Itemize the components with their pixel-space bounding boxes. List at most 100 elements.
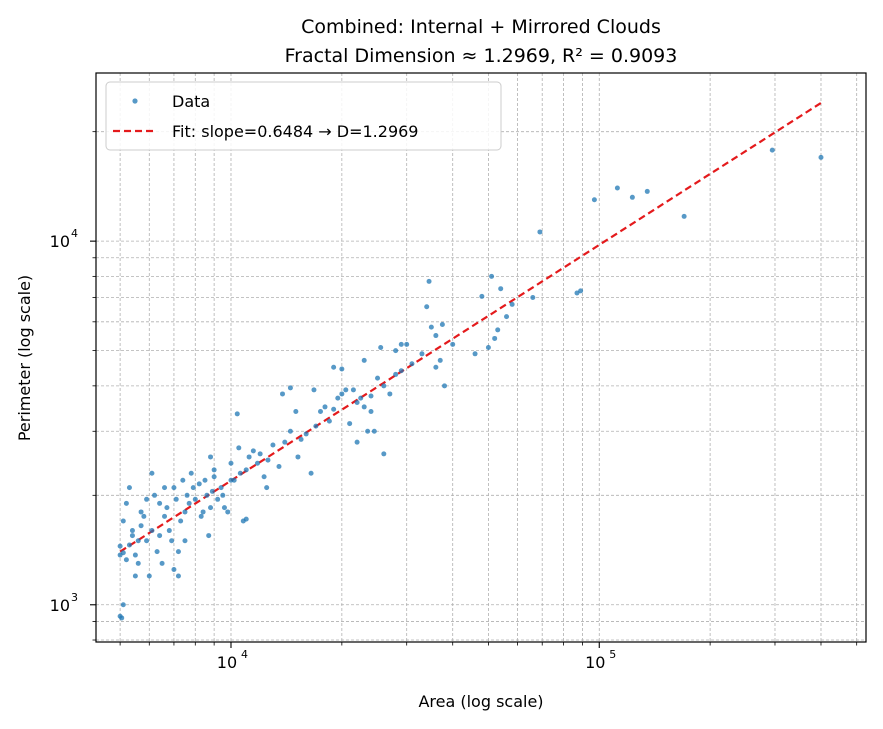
data-point bbox=[149, 470, 155, 476]
data-point bbox=[818, 154, 824, 160]
data-point bbox=[339, 391, 345, 397]
data-point bbox=[530, 294, 536, 300]
data-point bbox=[629, 194, 635, 200]
data-point bbox=[202, 477, 208, 483]
data-point bbox=[287, 385, 293, 391]
data-point bbox=[188, 470, 194, 476]
data-point bbox=[144, 496, 150, 502]
data-point bbox=[492, 335, 498, 341]
data-point bbox=[308, 470, 314, 476]
data-point bbox=[303, 431, 309, 437]
data-point bbox=[381, 451, 387, 457]
data-point bbox=[135, 538, 141, 544]
grid-lines bbox=[96, 73, 866, 642]
data-point bbox=[157, 533, 163, 539]
y-axis-label: Perimeter (log scale) bbox=[15, 275, 34, 441]
data-point bbox=[264, 485, 270, 491]
data-point bbox=[220, 492, 226, 498]
data-point bbox=[190, 485, 196, 491]
data-point bbox=[162, 485, 168, 491]
data-point bbox=[162, 513, 168, 519]
data-point bbox=[228, 460, 234, 466]
data-point bbox=[204, 492, 210, 498]
data-point bbox=[614, 185, 620, 191]
data-point bbox=[180, 477, 186, 483]
data-point bbox=[215, 496, 221, 502]
data-point bbox=[339, 366, 345, 372]
data-point bbox=[138, 523, 144, 529]
data-point bbox=[681, 213, 687, 219]
data-point bbox=[135, 560, 141, 566]
data-point bbox=[218, 485, 224, 491]
data-point bbox=[450, 341, 456, 347]
data-point bbox=[211, 467, 217, 473]
chart-title-line2: Fractal Dimension ≈ 1.2969, R² = 0.9093 bbox=[285, 45, 678, 67]
data-point bbox=[237, 470, 243, 476]
data-point bbox=[234, 411, 240, 417]
data-point bbox=[343, 387, 349, 393]
data-point bbox=[129, 533, 135, 539]
legend-fit-label: Fit: slope=0.6484 → D=1.2969 bbox=[172, 122, 418, 141]
axis-ticks: 10 4 10 510 310 4 bbox=[50, 131, 858, 672]
data-point bbox=[208, 454, 214, 460]
legend-box bbox=[105, 81, 502, 151]
x-axis-label: Area (log scale) bbox=[418, 692, 543, 711]
y-tick-label: 10 bbox=[50, 232, 70, 251]
data-point bbox=[354, 399, 360, 405]
plot-area-frame bbox=[95, 72, 867, 643]
data-point bbox=[208, 505, 214, 511]
fit-line-layer bbox=[119, 102, 822, 553]
data-point bbox=[184, 492, 190, 498]
data-point bbox=[298, 436, 304, 442]
data-point bbox=[439, 321, 445, 327]
data-point bbox=[347, 421, 353, 427]
data-point bbox=[138, 509, 144, 515]
data-point bbox=[331, 364, 337, 370]
data-point bbox=[387, 391, 393, 397]
data-point bbox=[141, 513, 147, 519]
data-points bbox=[117, 147, 824, 621]
data-point bbox=[254, 460, 260, 466]
data-point bbox=[591, 197, 597, 203]
x-tick-label: 10 bbox=[585, 653, 605, 672]
data-point bbox=[368, 393, 374, 399]
data-point bbox=[644, 188, 650, 194]
data-point bbox=[257, 451, 263, 457]
data-point bbox=[398, 341, 404, 347]
data-point bbox=[280, 391, 286, 397]
data-point bbox=[206, 533, 212, 539]
data-point bbox=[578, 288, 584, 294]
data-point bbox=[368, 409, 374, 415]
data-point bbox=[171, 485, 177, 491]
data-point bbox=[442, 383, 448, 389]
fit-line bbox=[119, 102, 822, 553]
data-point bbox=[246, 454, 252, 460]
data-point bbox=[287, 428, 293, 434]
data-point bbox=[350, 387, 356, 393]
data-point bbox=[509, 301, 515, 307]
data-point bbox=[361, 404, 367, 410]
y-tick-label: 10 bbox=[50, 596, 70, 615]
data-point bbox=[209, 488, 215, 494]
data-point bbox=[169, 538, 175, 544]
x-tick-label-exponent: 5 bbox=[609, 648, 616, 661]
data-point bbox=[419, 351, 425, 357]
data-point bbox=[317, 409, 323, 415]
data-point bbox=[282, 439, 288, 445]
data-point bbox=[261, 474, 267, 480]
data-point bbox=[152, 492, 158, 498]
data-point bbox=[265, 457, 271, 463]
data-point bbox=[375, 375, 381, 381]
data-point bbox=[192, 496, 198, 502]
data-point bbox=[250, 448, 256, 454]
data-point bbox=[769, 147, 775, 153]
data-point bbox=[182, 509, 188, 515]
data-point bbox=[322, 404, 328, 410]
data-point bbox=[198, 513, 204, 519]
x-tick-label: 10 bbox=[217, 653, 237, 672]
data-point bbox=[200, 509, 206, 515]
data-point bbox=[276, 464, 282, 470]
data-point bbox=[225, 509, 231, 515]
data-point bbox=[146, 573, 152, 579]
